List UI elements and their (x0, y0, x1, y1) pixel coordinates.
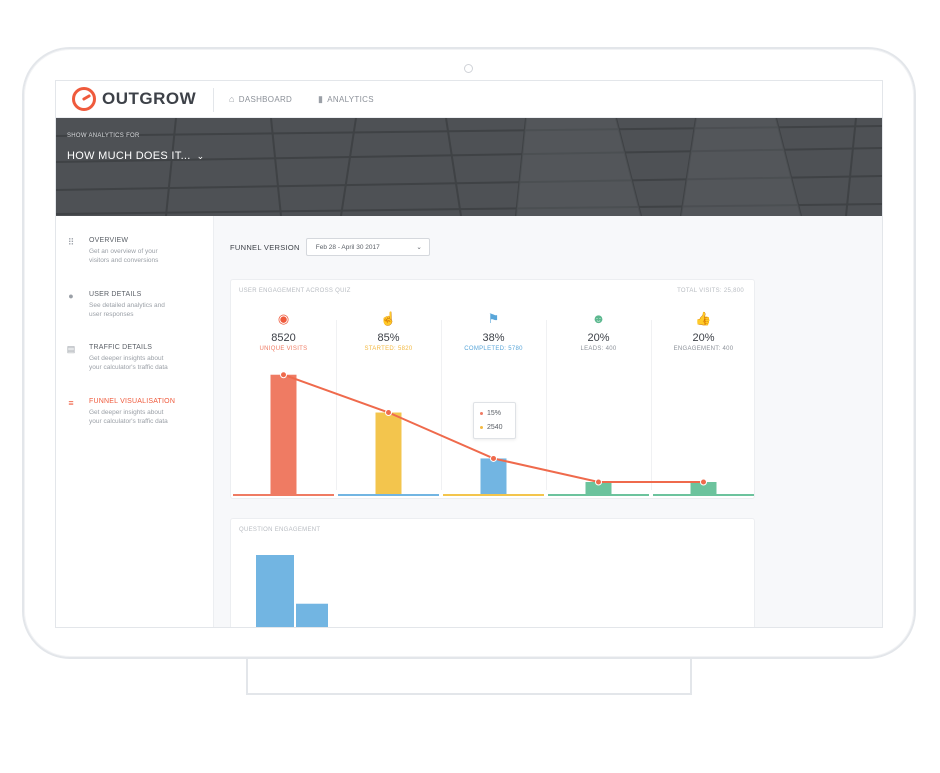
grid-icon: ⠿ (67, 237, 75, 247)
sidebar-item-title: OVERVIEW (89, 237, 129, 244)
traffic-icon: ▤ (66, 344, 76, 354)
stage-underline (653, 494, 754, 496)
calculator-selector[interactable]: HOW MUCH DOES IT... ⌄ (67, 150, 205, 162)
funnel-version-label: FUNNEL VERSION (230, 242, 300, 252)
thumbs-up-icon: 👍 (695, 311, 712, 326)
sidebar-item-title: TRAFFIC DETAILS (89, 344, 153, 351)
stage-engagement: 👍 20% ENGAGEMENT: 400 (651, 310, 756, 352)
sidebar-item-overview[interactable]: ⠿ OVERVIEW Get an overview of your visito… (64, 237, 210, 265)
stage-completed: ⚑ 38% COMPLETED: 5780 (441, 310, 546, 352)
stage-underline (233, 494, 334, 496)
funnel-bar (585, 482, 612, 494)
sidebar-item-funnel-visualisation[interactable]: ≡ FUNNEL VISUALISATION Get deeper insigh… (64, 398, 210, 426)
column-divider (441, 320, 442, 490)
question-bar (256, 555, 294, 627)
card-title: USER ENGAGEMENT ACROSS QUIZ (239, 288, 351, 294)
funnel-bar (690, 482, 717, 494)
stage-label: COMPLETED: 5780 (464, 346, 523, 352)
funnel-version-row: FUNNEL VERSION Feb 28 - April 30 2017 ⌄ (230, 238, 430, 256)
sidebar-item-title: FUNNEL VISUALISATION (89, 398, 176, 405)
pointer-icon: ☝ (380, 311, 397, 326)
webcam-icon (464, 64, 473, 73)
sidebar-item-title: USER DETAILS (89, 291, 142, 298)
logo-icon (72, 87, 96, 111)
chevron-down-icon: ⌄ (196, 150, 205, 161)
hero-background-pattern (56, 118, 882, 216)
stage-label: LEADS: 400 (580, 346, 617, 352)
header-divider (213, 88, 214, 112)
stage-leads: ☻ 20% LEADS: 400 (546, 310, 651, 352)
tooltip-line-percent: 15% (480, 407, 515, 421)
sidebar: ⠿ OVERVIEW Get an overview of your visito… (56, 216, 214, 627)
stage-unique-visits: ◉ 8520 UNIQUE VISITS (231, 310, 336, 352)
question-engagement-chart (256, 555, 328, 627)
funnel-bar (270, 374, 297, 494)
trend-point (280, 371, 287, 379)
stage-label: STARTED: 5820 (364, 346, 413, 352)
column-divider (546, 320, 547, 490)
funnel-bar (375, 412, 402, 494)
nav-analytics-label: ANALYTICS (327, 95, 374, 104)
analytics-hero: SHOW ANALYTICS FOR HOW MUCH DOES IT... ⌄ (56, 118, 882, 216)
funnel-icon: ≡ (68, 398, 74, 408)
bar-chart-icon: ▮ (318, 94, 324, 104)
nav-analytics[interactable]: ▮ ANALYTICS (318, 94, 374, 105)
card-title: QUESTION ENGAGEMENT (239, 527, 321, 533)
trend-point (490, 454, 497, 462)
chart-tooltip: 15% 2540 (473, 402, 516, 439)
stage-value: 20% (692, 332, 715, 344)
home-icon: ⌂ (229, 94, 235, 104)
nav-dashboard-label: DASHBOARD (238, 94, 293, 104)
funnel-date-value: Feb 28 - April 30 2017 (315, 243, 380, 251)
stage-underline (548, 494, 649, 496)
monitor-stand (246, 659, 692, 695)
stage-value: 20% (587, 332, 610, 344)
user-icon: ● (68, 291, 74, 301)
question-bar (296, 603, 328, 627)
brand-name: OUTGROW (102, 89, 197, 108)
stage-value: 38% (482, 332, 505, 344)
trend-point (700, 478, 707, 486)
stage-started: ☝ 85% STARTED: 5820 (336, 310, 441, 352)
trend-point (595, 478, 602, 486)
smiley-icon: ☻ (591, 311, 606, 326)
column-divider (336, 320, 337, 490)
nav-dashboard[interactable]: ⌂ DASHBOARD (229, 94, 292, 104)
app-screen: OUTGROW ⌂ DASHBOARD ▮ ANALYTICS SHOW ANA… (55, 80, 883, 628)
tooltip-line-count: 2540 (480, 421, 515, 435)
sidebar-item-desc: Get an overview of your visitors and conv… (89, 248, 159, 264)
sidebar-item-desc: Get deeper insights about your calculator… (89, 409, 168, 425)
calculator-name: HOW MUCH DOES IT... (67, 150, 191, 162)
eye-icon: ◉ (277, 311, 290, 326)
sidebar-item-desc: Get deeper insights about your calculator… (89, 355, 168, 371)
stage-underline (443, 494, 544, 496)
funnel-bar (480, 458, 507, 494)
question-engagement-card: QUESTION ENGAGEMENT (230, 518, 755, 627)
funnel-date-select[interactable]: Feb 28 - April 30 2017 ⌄ (305, 238, 430, 256)
funnel-chart (233, 371, 754, 496)
trend-point (385, 409, 392, 417)
stage-label: UNIQUE VISITS (259, 346, 308, 352)
flag-icon: ⚑ (487, 311, 500, 326)
column-divider (651, 320, 652, 490)
sidebar-item-desc: See detailed analytics and user responses (89, 302, 165, 318)
stage-value: 85% (377, 332, 400, 344)
total-visits: TOTAL VISITS: 25,800 (677, 288, 744, 294)
stage-label: ENGAGEMENT: 400 (673, 346, 734, 352)
top-header: OUTGROW ⌂ DASHBOARD ▮ ANALYTICS (56, 81, 882, 118)
outgrow-logo[interactable]: OUTGROW (72, 87, 196, 111)
sidebar-item-user-details[interactable]: ● USER DETAILS See detailed analytics an… (64, 291, 210, 319)
sidebar-item-traffic-details[interactable]: ▤ TRAFFIC DETAILS Get deeper insights ab… (64, 344, 210, 372)
hero-subtitle: SHOW ANALYTICS FOR (67, 133, 140, 139)
chevron-down-icon: ⌄ (416, 244, 422, 251)
stage-underline (338, 494, 439, 496)
stage-value: 8520 (271, 332, 296, 344)
user-engagement-card: USER ENGAGEMENT ACROSS QUIZ TOTAL VISITS… (230, 279, 755, 499)
